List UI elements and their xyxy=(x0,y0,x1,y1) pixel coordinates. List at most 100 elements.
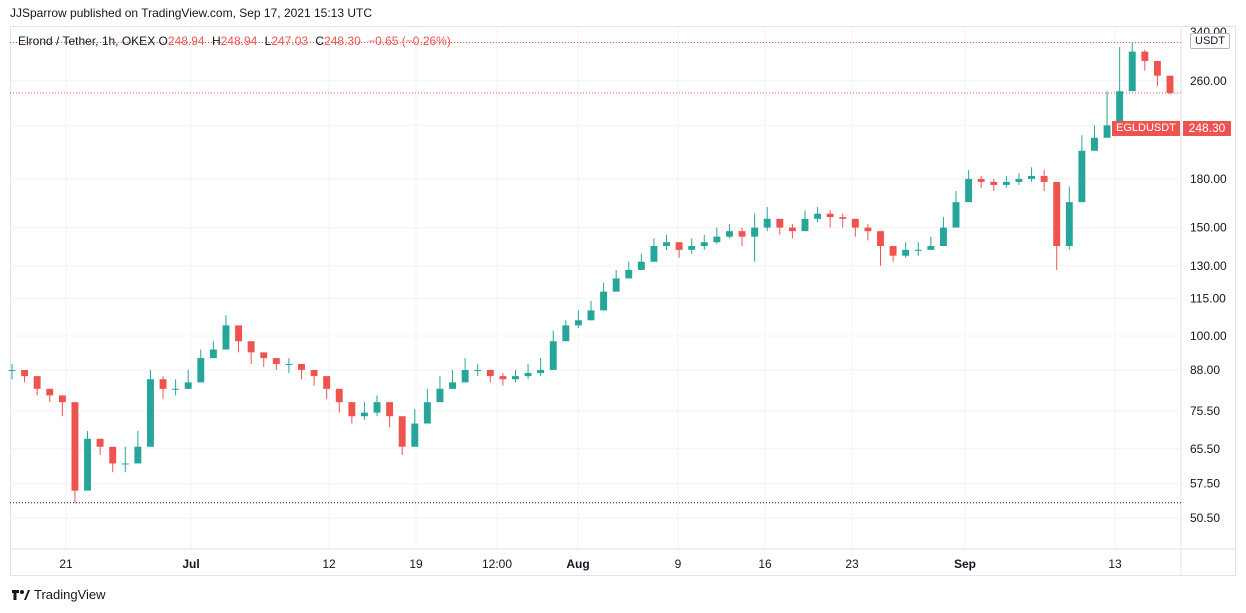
candle-body xyxy=(121,463,129,465)
y-tick-label: 65.50 xyxy=(1190,442,1220,456)
candle-body xyxy=(877,231,884,247)
x-tick-label: Aug xyxy=(566,557,589,571)
candle-body xyxy=(423,402,431,424)
chart-frame xyxy=(10,26,1236,576)
candle-body xyxy=(650,246,658,262)
candle-body xyxy=(801,218,809,232)
candle-body xyxy=(21,369,29,377)
x-tick-label: 21 xyxy=(59,557,73,571)
y-tick-label: 115.00 xyxy=(1190,292,1226,306)
candle-body xyxy=(134,446,142,464)
close-value: 248.30 xyxy=(324,34,361,48)
candle-body xyxy=(323,376,331,389)
candle-body xyxy=(625,269,633,279)
symbol-title: Elrond / Tether, 1h, OKEX xyxy=(18,34,156,48)
currency-selector[interactable]: USDT xyxy=(1190,33,1230,49)
x-tick-label: Sep xyxy=(954,557,976,571)
candle-body xyxy=(675,242,683,250)
candle-body xyxy=(612,278,620,292)
candle-body xyxy=(512,376,519,380)
candle-body xyxy=(524,373,532,377)
candle-body xyxy=(700,242,708,247)
x-tick-label: 12 xyxy=(322,557,336,571)
candle-body xyxy=(58,395,66,403)
x-tick-label: 19 xyxy=(409,557,423,571)
low-label: L xyxy=(264,34,272,48)
candle-body xyxy=(1103,125,1111,138)
candle-body xyxy=(348,402,356,417)
candle-body xyxy=(1166,75,1174,94)
y-tick-label: 130.00 xyxy=(1190,259,1227,273)
candle-body xyxy=(8,369,16,371)
high-label: H xyxy=(211,34,221,48)
x-tick-label: 13 xyxy=(1108,557,1122,571)
candle-body xyxy=(562,325,570,342)
candle-body xyxy=(386,402,394,417)
candle-body xyxy=(84,438,91,491)
candle-body xyxy=(1091,137,1098,151)
candle-body xyxy=(247,341,255,353)
y-tick-label: 180.00 xyxy=(1190,172,1227,186)
candle-body xyxy=(574,320,582,326)
candle-body xyxy=(977,178,985,182)
candle-body xyxy=(990,181,998,185)
candle-body xyxy=(1028,175,1036,179)
candle-body xyxy=(474,369,482,371)
candle-body xyxy=(1128,51,1136,92)
candle-body xyxy=(537,369,545,374)
candle-body xyxy=(814,213,822,219)
open-label: O xyxy=(158,34,168,48)
high-value: 248.94 xyxy=(220,34,258,48)
y-tick-label: 75.50 xyxy=(1190,404,1220,418)
open-value: 248.94 xyxy=(167,34,205,48)
tradingview-brand[interactable]: TradingView xyxy=(12,587,106,602)
candle-body xyxy=(159,379,167,389)
change-value: −0.65 (−0.26%) xyxy=(368,34,451,48)
candle-body xyxy=(71,402,79,491)
candle-body xyxy=(373,402,381,413)
candle-body xyxy=(1015,178,1023,182)
candle-body xyxy=(788,227,796,232)
close-label: C xyxy=(315,34,325,48)
candle-body xyxy=(939,227,947,247)
candle-body xyxy=(285,363,293,365)
candle-body xyxy=(864,227,872,232)
candle-body xyxy=(33,376,41,389)
published-header: JJSparrow published on TradingView.com, … xyxy=(10,6,372,20)
y-tick-label: 88.00 xyxy=(1190,363,1220,377)
candle-body xyxy=(398,416,406,447)
x-tick-label: Jul xyxy=(182,557,199,571)
candle-body xyxy=(335,388,343,403)
candle-body xyxy=(411,423,419,447)
candle-body xyxy=(272,358,280,364)
candle-body xyxy=(713,236,721,243)
candle-body xyxy=(486,369,494,377)
candle-body xyxy=(235,325,243,342)
candle-body xyxy=(310,369,318,377)
candle-body xyxy=(663,242,670,247)
candle-body xyxy=(952,202,960,228)
candle-body xyxy=(1053,181,1061,247)
candle-body xyxy=(725,231,733,237)
candle-body xyxy=(222,325,230,350)
candle-body xyxy=(763,218,771,228)
candle-body xyxy=(902,249,910,256)
candle-body xyxy=(449,382,457,389)
candle-body xyxy=(197,358,205,383)
candle-body xyxy=(46,388,54,396)
x-tick-label: 9 xyxy=(675,557,682,571)
y-tick-label: 260.00 xyxy=(1190,74,1227,88)
last-price-tag: 248.30 xyxy=(1183,121,1231,136)
candle-body xyxy=(889,246,897,256)
candle-body xyxy=(751,227,759,237)
candle-body xyxy=(839,217,847,219)
candle-body xyxy=(549,341,557,370)
candle-body xyxy=(298,363,305,370)
candle-body xyxy=(184,382,192,389)
y-tick-label: 150.00 xyxy=(1190,221,1227,235)
candle-body xyxy=(260,352,268,359)
candle-body xyxy=(1065,202,1073,247)
x-tick-label: 12:00 xyxy=(482,557,512,571)
candle-body xyxy=(600,291,608,311)
